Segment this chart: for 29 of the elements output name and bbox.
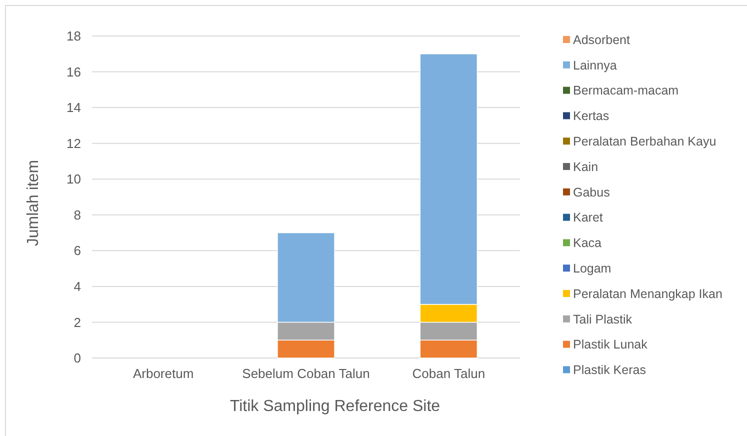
- legend-label: Plastik Keras: [573, 363, 646, 378]
- legend-label: Lainnya: [573, 58, 617, 72]
- y-tick-label: 0: [74, 350, 81, 366]
- x-tick-label: Coban Talun: [412, 366, 486, 381]
- legend-label: Adsorbent: [573, 32, 631, 47]
- legend-label: Peralatan Berbahan Kayu: [573, 134, 716, 148]
- y-tick-label: 2: [74, 314, 81, 330]
- legend-label: Tali Plastik: [573, 312, 633, 326]
- legend-label: Kertas: [573, 109, 610, 124]
- x-tick-label: Sebelum Coban Talun: [242, 366, 370, 381]
- y-tick-label: 14: [66, 100, 81, 116]
- legend-label: Gabus: [573, 185, 610, 200]
- x-axis-title: Titik Sampling Reference Site: [230, 398, 440, 415]
- y-tick-label: 16: [66, 64, 81, 80]
- x-tick-label: Arboretum: [132, 366, 194, 381]
- legend-label: Plastik Lunak: [573, 338, 648, 352]
- legend-label: Logam: [573, 261, 612, 276]
- y-tick-label: 12: [66, 136, 81, 151]
- legend-label: Karet: [573, 210, 604, 225]
- y-tick-label: 18: [66, 28, 81, 44]
- y-tick-label: 6: [74, 243, 81, 258]
- y-axis-title: Jumlah item: [25, 160, 42, 246]
- y-tick-label: 8: [74, 207, 81, 222]
- y-tick-label: 4: [74, 278, 81, 294]
- legend-label: Bermacam-macam: [573, 84, 679, 98]
- y-tick-label: 10: [66, 172, 81, 187]
- legend-label: Kaca: [573, 236, 602, 250]
- legend-label: Peralatan Menangkap Ikan: [573, 286, 722, 301]
- legend-label: Kain: [573, 160, 598, 174]
